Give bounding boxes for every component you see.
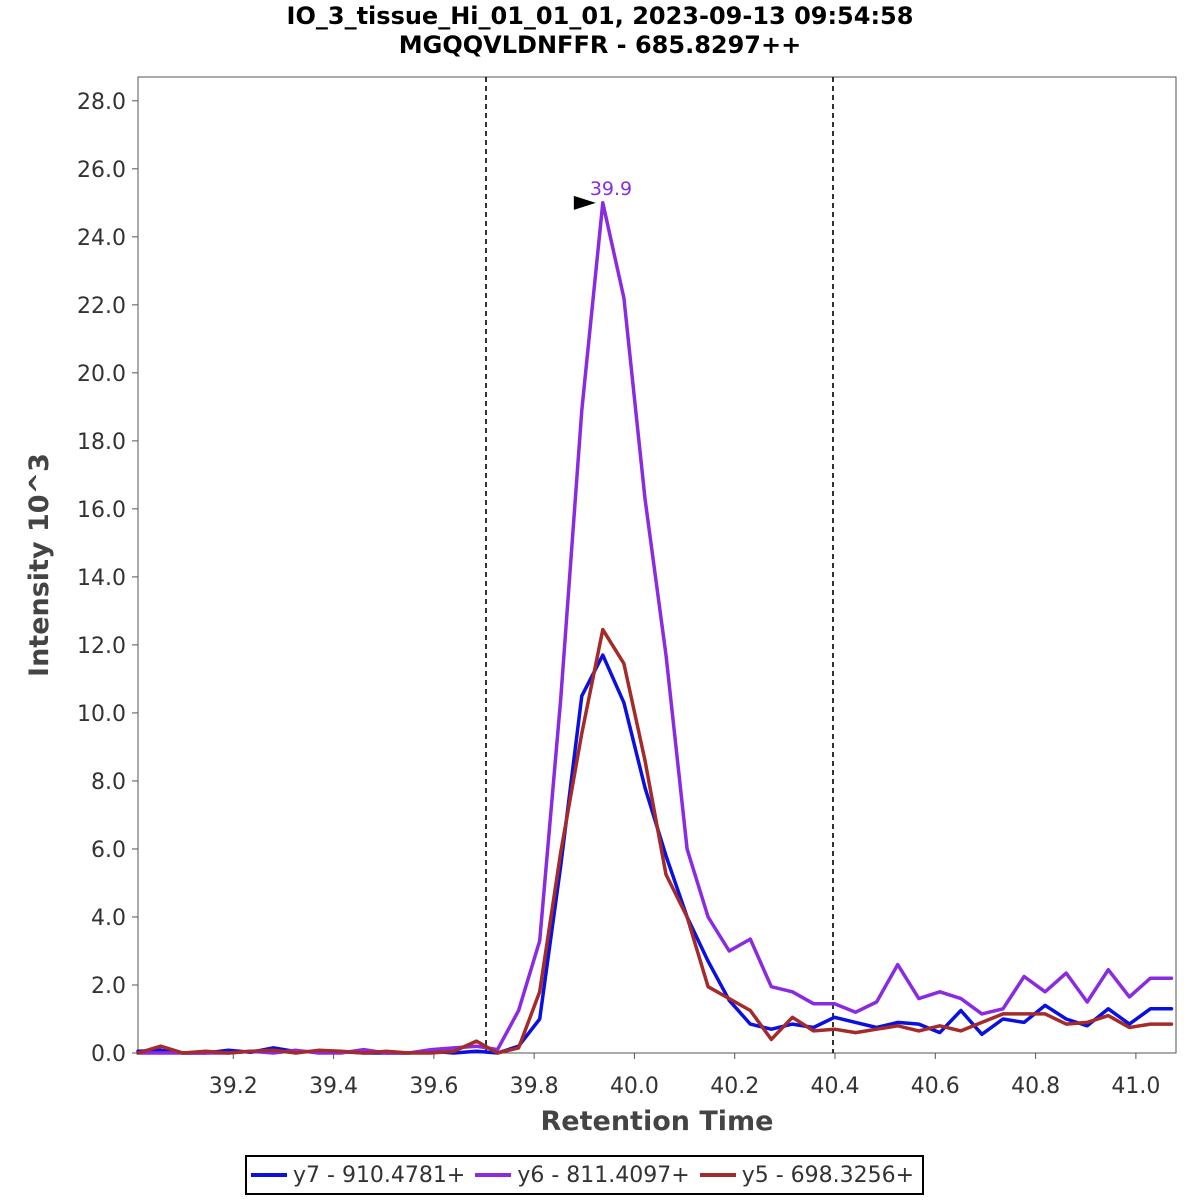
integration-boundaries xyxy=(485,77,834,1053)
x-tick-label: 39.4 xyxy=(309,1074,358,1099)
y-tick-label: 0.0 xyxy=(91,1042,126,1067)
x-tick-label: 40.6 xyxy=(911,1074,960,1099)
y-tick-label: 18.0 xyxy=(77,430,126,455)
y-tick-label: 12.0 xyxy=(77,634,126,659)
y-tick-label: 2.0 xyxy=(91,974,126,999)
x-axis-ticks: 39.2 39.4 39.6 39.8 40.0 40.2 40.4 40.6 40.8 41.0 xyxy=(209,1053,1160,1099)
series-line-y6 xyxy=(136,201,1174,1055)
plot-area xyxy=(137,76,1177,1054)
chart-subtitle: MGQQVLDNFFR - 685.8297++ xyxy=(399,31,801,59)
legend-swatch-y6 xyxy=(475,1173,512,1177)
x-tick-label: 40.8 xyxy=(1011,1074,1060,1099)
y-tick-label: 10.0 xyxy=(77,702,126,727)
x-tick-label: 40.0 xyxy=(610,1074,659,1099)
y-tick-label: 28.0 xyxy=(77,90,126,115)
x-tick-label: 40.4 xyxy=(811,1074,860,1099)
x-tick-label: 39.2 xyxy=(209,1074,258,1099)
y-tick-label: 26.0 xyxy=(77,158,126,183)
chromatogram-series xyxy=(136,201,1174,1055)
peak-annotation: 39.9 xyxy=(573,178,632,210)
x-tick-label: 41.0 xyxy=(1111,1074,1160,1099)
y-tick-label: 22.0 xyxy=(77,294,126,319)
legend-label-y6: y6 - 811.4097+ xyxy=(517,1162,690,1188)
y-tick-label: 24.0 xyxy=(77,226,126,251)
y-tick-label: 4.0 xyxy=(91,906,126,931)
series-line-y5 xyxy=(136,627,1174,1055)
y-tick-label: 14.0 xyxy=(77,566,126,591)
peak-label: 39.9 xyxy=(590,178,632,200)
chart-title: IO_3_tissue_Hi_01_01_01, 2023-09-13 09:5… xyxy=(287,2,914,30)
legend-swatch-y7 xyxy=(251,1173,287,1177)
y-tick-label: 20.0 xyxy=(77,362,126,387)
x-axis-label: Retention Time xyxy=(541,1106,774,1137)
y-axis-label: Intensity 10^3 xyxy=(24,453,55,677)
y-tick-label: 6.0 xyxy=(91,838,126,863)
x-tick-label: 40.2 xyxy=(710,1074,759,1099)
legend-item-y7: y7 - 910.4781+ xyxy=(251,1163,465,1188)
legend-item-y5: y5 - 698.3256+ xyxy=(699,1162,915,1188)
y-tick-label: 8.0 xyxy=(91,770,126,795)
legend-label-y7: y7 - 910.4781+ xyxy=(293,1162,466,1188)
y-tick-label: 16.0 xyxy=(77,498,126,523)
legend-label-y5: y5 - 698.3256+ xyxy=(741,1162,915,1188)
chart-legend: y7 - 910.4781+ y6 - 811.4097+ y5 - 698.3… xyxy=(245,1155,925,1195)
y-axis-ticks: 0.0 2.0 4.0 6.0 8.0 10.0 12.0 14.0 16.0 18.0 20.0 2… xyxy=(77,90,138,1067)
legend-item-y6: y6 - 811.4097+ xyxy=(475,1162,690,1188)
legend-swatch-y5 xyxy=(699,1173,736,1177)
x-tick-label: 39.6 xyxy=(409,1074,458,1099)
peak-arrow-icon xyxy=(573,195,596,210)
x-tick-label: 39.8 xyxy=(510,1074,559,1099)
